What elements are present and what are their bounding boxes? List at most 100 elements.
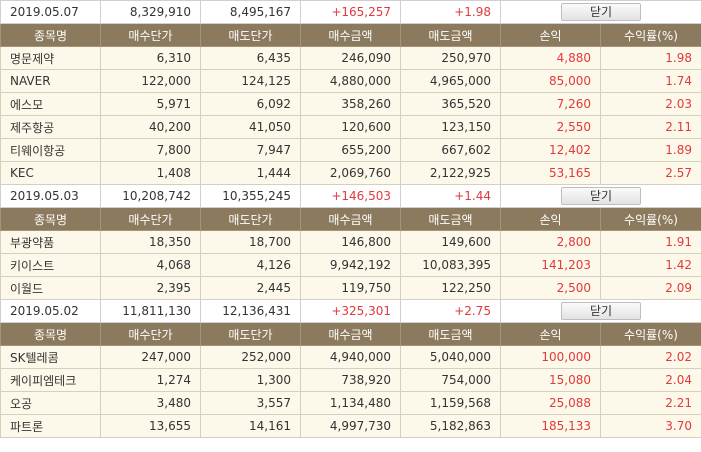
buy-price: 6,310 xyxy=(100,46,201,70)
buy-price: 1,274 xyxy=(100,368,201,392)
stock-name: 제주항공 xyxy=(0,115,101,139)
trade-date: 2019.05.03 xyxy=(0,184,101,208)
column-header: 매도단가 xyxy=(200,23,301,47)
total-sell-amount: 8,495,167 xyxy=(200,0,301,24)
column-header-row: 종목명 매수단가 매도단가 매수금액 매도금액 손익 수익률(%) xyxy=(0,23,701,47)
buy-price: 3,480 xyxy=(100,391,201,415)
sell-price: 252,000 xyxy=(200,345,301,369)
table-row: NAVER 122,000 124,125 4,880,000 4,965,000 85,… xyxy=(0,69,701,93)
column-header: 종목명 xyxy=(0,23,101,47)
stock-name: 명문제약 xyxy=(0,46,101,70)
return-rate: 2.09 xyxy=(600,276,701,300)
total-buy-amount: 8,329,910 xyxy=(100,0,201,24)
return-rate: 2.03 xyxy=(600,92,701,116)
profit: 25,088 xyxy=(500,391,601,415)
close-button[interactable]: 닫기 xyxy=(561,3,641,21)
sell-price: 2,445 xyxy=(200,276,301,300)
stock-name: 키이스트 xyxy=(0,253,101,277)
column-header: 종목명 xyxy=(0,207,101,231)
sell-price: 1,444 xyxy=(200,161,301,185)
return-rate: 1.74 xyxy=(600,69,701,93)
buy-price: 247,000 xyxy=(100,345,201,369)
column-header: 매도단가 xyxy=(200,207,301,231)
buy-price: 2,395 xyxy=(100,276,201,300)
table-row: 부광약품 18,350 18,700 146,800 149,600 2,800 1.91 xyxy=(0,230,701,254)
sell-price: 1,300 xyxy=(200,368,301,392)
sell-amount: 2,122,925 xyxy=(400,161,501,185)
buy-amount: 1,134,480 xyxy=(300,391,401,415)
profit: 12,402 xyxy=(500,138,601,162)
stock-name: 케이피엠테크 xyxy=(0,368,101,392)
total-sell-amount: 10,355,245 xyxy=(200,184,301,208)
profit: 100,000 xyxy=(500,345,601,369)
buy-price: 4,068 xyxy=(100,253,201,277)
trade-date: 2019.05.07 xyxy=(0,0,101,24)
profit: 7,260 xyxy=(500,92,601,116)
buy-amount: 738,920 xyxy=(300,368,401,392)
profit: 85,000 xyxy=(500,69,601,93)
buy-price: 1,408 xyxy=(100,161,201,185)
close-button[interactable]: 닫기 xyxy=(561,302,641,320)
close-button-cell: 닫기 xyxy=(500,0,701,24)
buy-price: 5,971 xyxy=(100,92,201,116)
stock-name: 에스모 xyxy=(0,92,101,116)
return-rate: 1.98 xyxy=(600,46,701,70)
table-row: 제주항공 40,200 41,050 120,600 123,150 2,550 2.11 xyxy=(0,115,701,139)
sell-price: 14,161 xyxy=(200,414,301,438)
stock-name: 이월드 xyxy=(0,276,101,300)
sell-price: 6,435 xyxy=(200,46,301,70)
buy-price: 122,000 xyxy=(100,69,201,93)
sell-price: 18,700 xyxy=(200,230,301,254)
return-rate: 3.70 xyxy=(600,414,701,438)
sell-price: 3,557 xyxy=(200,391,301,415)
table-row: 티웨이항공 7,800 7,947 655,200 667,602 12,402 1.89 xyxy=(0,138,701,162)
trade-date: 2019.05.02 xyxy=(0,299,101,323)
column-header: 매수단가 xyxy=(100,23,201,47)
total-profit: +325,301 xyxy=(300,299,401,323)
buy-amount: 655,200 xyxy=(300,138,401,162)
total-profit: +146,503 xyxy=(300,184,401,208)
profit: 53,165 xyxy=(500,161,601,185)
sell-price: 6,092 xyxy=(200,92,301,116)
buy-price: 7,800 xyxy=(100,138,201,162)
table-row: SK텔레콤 247,000 252,000 4,940,000 5,040,000 100… xyxy=(0,345,701,369)
column-header: 매수단가 xyxy=(100,207,201,231)
sell-amount: 1,159,568 xyxy=(400,391,501,415)
total-return-rate: +1.98 xyxy=(400,0,501,24)
sell-amount: 5,182,863 xyxy=(400,414,501,438)
column-header: 수익률(%) xyxy=(600,322,701,346)
sell-amount: 4,965,000 xyxy=(400,69,501,93)
column-header: 수익률(%) xyxy=(600,207,701,231)
column-header: 매수단가 xyxy=(100,322,201,346)
sell-amount: 365,520 xyxy=(400,92,501,116)
close-button[interactable]: 닫기 xyxy=(561,187,641,205)
trade-history-body: 2019.05.07 8,329,910 8,495,167 +165,257 +1.9… xyxy=(0,0,701,438)
total-return-rate: +1.44 xyxy=(400,184,501,208)
column-header: 매수금액 xyxy=(300,322,401,346)
sell-amount: 122,250 xyxy=(400,276,501,300)
buy-price: 40,200 xyxy=(100,115,201,139)
sell-amount: 667,602 xyxy=(400,138,501,162)
sell-amount: 5,040,000 xyxy=(400,345,501,369)
stock-name: 파트론 xyxy=(0,414,101,438)
sell-amount: 10,083,395 xyxy=(400,253,501,277)
column-header-row: 종목명 매수단가 매도단가 매수금액 매도금액 손익 수익률(%) xyxy=(0,207,701,231)
profit: 2,550 xyxy=(500,115,601,139)
stock-name: KEC xyxy=(0,161,101,185)
profit: 15,080 xyxy=(500,368,601,392)
buy-amount: 146,800 xyxy=(300,230,401,254)
buy-amount: 9,942,192 xyxy=(300,253,401,277)
close-button-cell: 닫기 xyxy=(500,184,701,208)
date-summary-row: 2019.05.07 8,329,910 8,495,167 +165,257 +1.9… xyxy=(0,0,701,24)
stock-name: 오공 xyxy=(0,391,101,415)
buy-price: 13,655 xyxy=(100,414,201,438)
table-row: 에스모 5,971 6,092 358,260 365,520 7,260 2.03 xyxy=(0,92,701,116)
date-summary-row: 2019.05.03 10,208,742 10,355,245 +146,503 +1… xyxy=(0,184,701,208)
stock-name: SK텔레콤 xyxy=(0,345,101,369)
date-summary-row: 2019.05.02 11,811,130 12,136,431 +325,301 +2… xyxy=(0,299,701,323)
table-row: 명문제약 6,310 6,435 246,090 250,970 4,880 1.98 xyxy=(0,46,701,70)
buy-amount: 2,069,760 xyxy=(300,161,401,185)
table-row: 이월드 2,395 2,445 119,750 122,250 2,500 2.09 xyxy=(0,276,701,300)
sell-price: 41,050 xyxy=(200,115,301,139)
total-return-rate: +2.75 xyxy=(400,299,501,323)
